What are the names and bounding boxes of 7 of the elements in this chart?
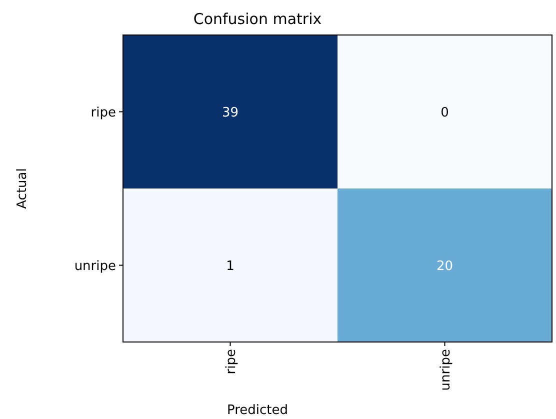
y-axis-title: Actual [15, 168, 30, 209]
data-label: 1 [226, 258, 234, 274]
data-label: 39 [222, 105, 239, 120]
data-label: 0 [440, 105, 449, 120]
x-axis-title: Predicted [226, 403, 288, 418]
chart-title: Confusion matrix [193, 10, 322, 28]
data-label: 20 [436, 258, 454, 274]
